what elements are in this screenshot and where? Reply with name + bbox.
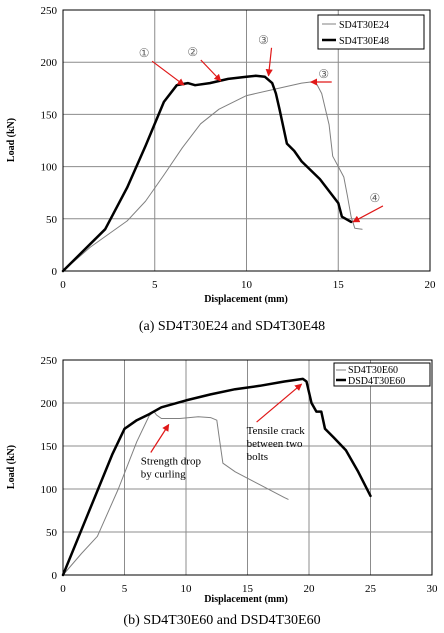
chart-b-series <box>61 377 372 577</box>
chart-a-annotation-label: ② <box>187 45 198 59</box>
chart-b-annotation-label: Tensile crack between two bolts <box>247 425 306 463</box>
chart-a-y-tick-label: 150 <box>41 109 58 121</box>
chart-b-x-tick-label: 5 <box>122 583 128 595</box>
chart-a-y-tick-label: 100 <box>41 162 58 174</box>
chart-a-y-tick-label: 0 <box>52 266 58 278</box>
chart-a-annotation-arrow <box>151 60 185 86</box>
chart-b: 0 5 10 15 20 25 30 0 50 100 150 200 250 Strength dro… <box>6 355 438 628</box>
chart-a-y-tick-label: 50 <box>46 214 58 226</box>
chart-b-caption: (b) SD4T30E60 and DSD4T30E60 <box>123 613 320 628</box>
chart-a-x-tick-label: 10 <box>241 279 253 291</box>
chart-a-x-tick-label: 5 <box>152 279 158 291</box>
chart-b-annotation-label: Strength drop by curling <box>141 456 202 481</box>
chart-b-x-tick-label: 25 <box>365 583 377 595</box>
chart-a-x-tick-label: 20 <box>425 279 437 291</box>
chart-a-series-sd4t30e48 <box>61 74 353 273</box>
chart-a-series <box>61 74 363 273</box>
chart-a-annotation-label: ③ <box>318 67 329 81</box>
chart-a-grid <box>63 10 430 271</box>
chart-b-plot-frame <box>62 359 433 576</box>
chart-a-annotation-arrow <box>200 59 222 82</box>
chart-b-x-tick-label: 0 <box>60 583 66 595</box>
chart-a-annotation-arrow <box>265 47 273 77</box>
chart-b-y-tick-label: 250 <box>41 355 58 367</box>
chart-b-y-tick-label: 100 <box>41 484 58 496</box>
chart-a-legend-label-1: SD4T30E24 <box>339 20 389 31</box>
chart-b-series-dsd4t30e60 <box>61 377 372 577</box>
chart-a-legend-label-2: SD4T30E48 <box>339 36 389 47</box>
chart-a-y-tick-label: 200 <box>41 57 58 69</box>
chart-a-caption: (a) SD4T30E24 and SD4T30E48 <box>139 319 325 334</box>
chart-b-y-tick-label: 150 <box>41 441 58 453</box>
chart-b-x-tick-label: 30 <box>427 583 439 595</box>
chart-b-series-sd4t30e60 <box>62 411 289 576</box>
chart-b-ticks: 0 5 10 15 20 25 30 0 50 100 150 200 250 <box>41 355 439 595</box>
chart-b-y-tick-label: 200 <box>41 398 58 410</box>
chart-b-legend-box <box>333 362 431 387</box>
chart-a-annotations: ① ② ③ ③ ④ <box>139 33 384 223</box>
chart-b-legend: SD4T30E60 DSD4T30E60 <box>333 362 431 387</box>
chart-a-xlabel: Displacement (mm) <box>204 294 288 305</box>
chart-b-y-tick-label: 0 <box>52 570 58 582</box>
chart-a-x-tick-label: 0 <box>60 279 66 291</box>
chart-b-annotations: Strength drop by curling Tensile crack betw… <box>141 383 306 481</box>
chart-a-legend-box <box>317 14 425 50</box>
chart-b-annotation-arrow <box>256 383 303 423</box>
chart-b-grid <box>63 360 432 575</box>
chart-a-y-tick-label: 250 <box>41 5 58 17</box>
chart-a-annotation-arrow <box>352 205 384 223</box>
chart-a-annotation-label: ① <box>139 46 150 60</box>
chart-b-x-tick-label: 15 <box>242 583 254 595</box>
chart-b-ylabel: Load (kN) <box>6 445 17 489</box>
chart-a-series-sd4t30e24 <box>62 81 363 272</box>
chart-b-annotation-arrow <box>150 423 170 453</box>
chart-a-annotation-label: ③ <box>258 33 269 47</box>
chart-b-legend-label-1: SD4T30E60 <box>348 365 398 376</box>
chart-b-legend-label-2: DSD4T30E60 <box>348 376 405 387</box>
chart-b-x-tick-label: 20 <box>304 583 316 595</box>
chart-b-x-tick-label: 10 <box>181 583 193 595</box>
chart-a-plot-frame <box>62 9 431 272</box>
chart-b-xlabel: Displacement (mm) <box>204 594 288 605</box>
chart-a-legend: SD4T30E24 SD4T30E48 <box>317 14 425 50</box>
chart-b-y-tick-label: 50 <box>46 527 58 539</box>
chart-a-ylabel: Load (kN) <box>6 118 17 162</box>
chart-a-annotation-label: ④ <box>370 191 381 205</box>
chart-a-x-tick-label: 15 <box>333 279 345 291</box>
